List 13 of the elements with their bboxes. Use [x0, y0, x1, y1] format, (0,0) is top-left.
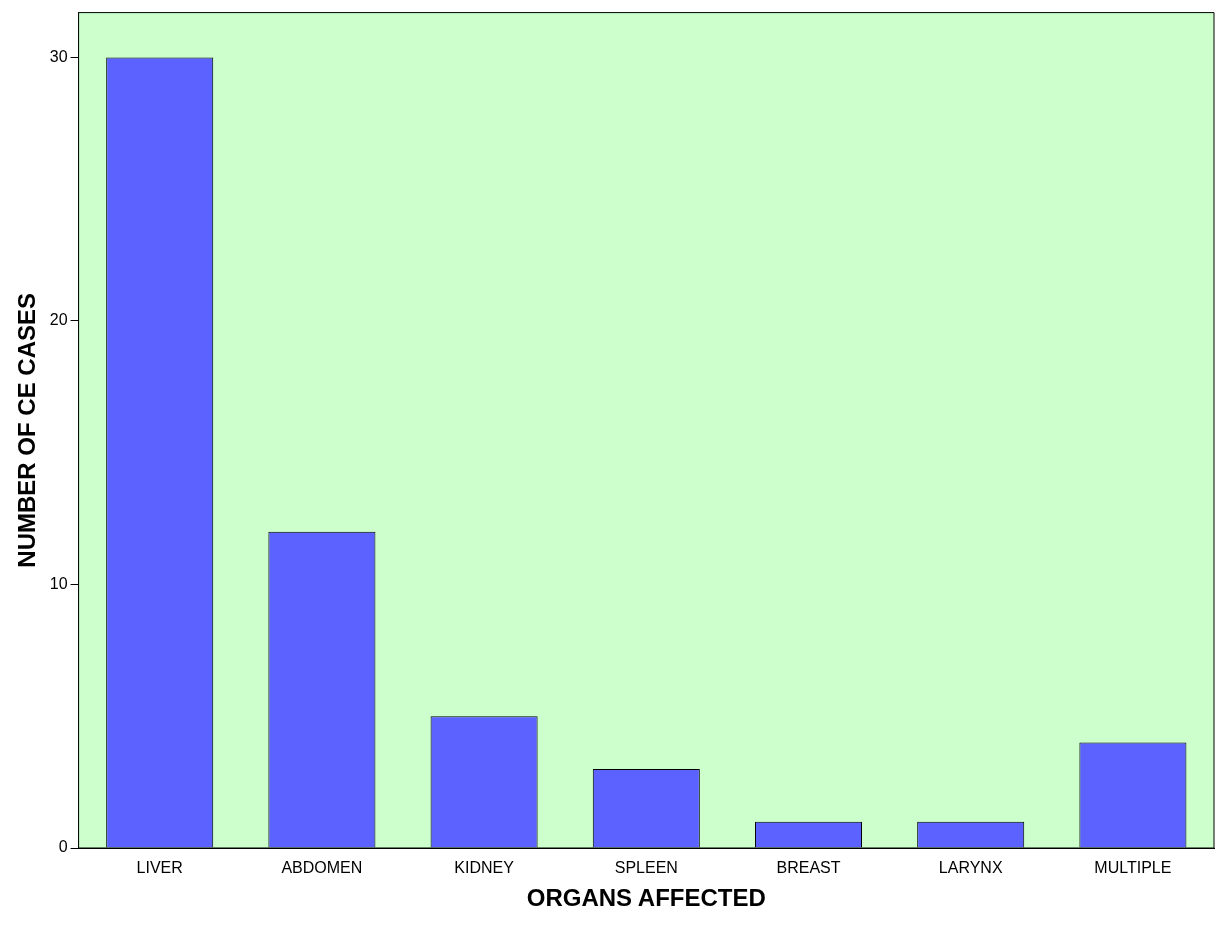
y-tick-label: 10: [49, 574, 68, 592]
x-tick-label: BREAST: [776, 859, 841, 877]
x-tick-label: ABDOMEN: [281, 859, 363, 877]
y-tick-label: 20: [49, 311, 68, 329]
x-tick-label: MULTIPLE: [1094, 859, 1172, 877]
y-tick-label: 30: [49, 47, 68, 65]
x-tick-label: LARYNX: [938, 859, 1003, 877]
x-axis-title: ORGANS AFFECTED: [526, 884, 766, 912]
x-tick-label: KIDNEY: [454, 859, 515, 877]
y-axis-title: NUMBER OF CE CASES: [13, 292, 41, 568]
y-tick-label: 0: [58, 838, 68, 856]
x-tick-label: LIVER: [136, 859, 183, 877]
x-tick-label: SPLEEN: [614, 859, 678, 877]
